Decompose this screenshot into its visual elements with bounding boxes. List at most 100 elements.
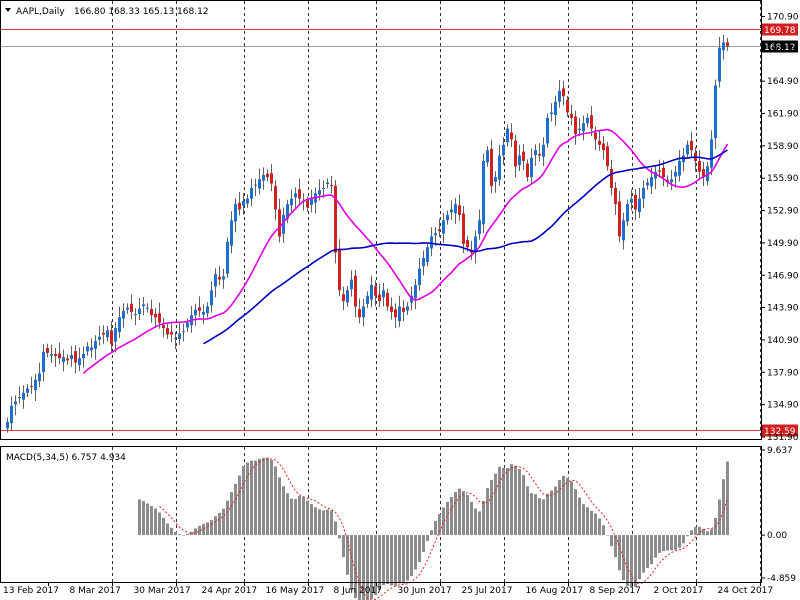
macd-bar	[674, 535, 677, 550]
macd-bar	[270, 459, 273, 536]
macd-frame	[0, 446, 762, 583]
candle-body	[14, 401, 17, 405]
ma-slow-line	[203, 149, 728, 345]
candle-body	[218, 276, 221, 280]
candle-body	[374, 286, 377, 296]
macd-bar	[646, 535, 649, 568]
macd-bar	[594, 513, 597, 536]
macd-bar	[706, 531, 709, 536]
y-tick-label: 131.90	[767, 433, 799, 443]
candle-body	[558, 90, 561, 102]
candle-body	[350, 279, 353, 290]
macd-bar	[318, 509, 321, 536]
macd-bar	[450, 497, 453, 536]
macd-bar	[490, 480, 493, 536]
macd-bar	[538, 497, 541, 536]
triangle-down-icon[interactable]	[5, 8, 11, 12]
macd-bar	[486, 488, 489, 536]
macd-bar	[278, 477, 281, 536]
candle-body	[458, 205, 461, 215]
macd-bar	[482, 500, 485, 536]
candle-body	[114, 328, 117, 342]
macd-bar	[686, 535, 689, 537]
macd-bar	[690, 530, 693, 536]
candle-body	[602, 143, 605, 151]
macd-bar	[530, 493, 533, 536]
candle-body	[542, 144, 545, 157]
candle-body	[242, 200, 245, 206]
candle-body	[386, 292, 389, 307]
candle-body	[122, 310, 125, 319]
macd-bar	[438, 514, 441, 536]
candle-body	[506, 128, 509, 143]
macd-bar	[650, 535, 653, 565]
candle-body	[158, 313, 161, 323]
candle-body	[270, 173, 273, 184]
macd-bar	[154, 508, 157, 536]
y-tick-label: 146.90	[767, 271, 799, 281]
candle-body	[254, 184, 257, 186]
symbol-label: AAPL,Daily	[16, 7, 65, 17]
candle-body	[82, 353, 85, 359]
macd-bar	[354, 535, 357, 599]
candle-body	[50, 353, 53, 356]
candle-body	[630, 198, 633, 203]
chart-header: AAPL,Daily 166.80 168.33 165.13 168.12	[5, 7, 209, 17]
y-tick-label: 140.90	[767, 336, 799, 346]
grid-lines	[112, 1, 761, 582]
candle-body	[238, 202, 241, 210]
candle-body	[86, 346, 89, 352]
candle-body	[266, 173, 269, 178]
price-level-box	[762, 424, 798, 437]
macd-bar	[570, 481, 573, 536]
macd-bar	[722, 479, 725, 536]
candle-body	[118, 317, 121, 332]
macd-bar	[374, 535, 377, 596]
macd-bar	[238, 475, 241, 536]
candle-body	[398, 306, 401, 322]
macd-bar	[290, 498, 293, 536]
macd-bar	[386, 535, 389, 585]
macd-bar	[430, 530, 433, 536]
candle-body	[366, 295, 369, 304]
candle-body	[378, 294, 381, 302]
x-tick-label: 24 Apr 2017	[202, 586, 258, 596]
macd-bar	[658, 535, 661, 553]
macd-bar	[406, 535, 409, 581]
macd-bar	[434, 520, 437, 536]
candle-body	[678, 160, 681, 176]
macd-bar	[418, 535, 421, 563]
candle-body	[482, 160, 485, 225]
candle-body	[622, 220, 625, 241]
candle-body	[674, 171, 677, 177]
candle-body	[330, 185, 333, 187]
macd-bar	[698, 526, 701, 536]
macd-bar	[250, 460, 253, 536]
candle-body	[146, 307, 149, 309]
candle-body	[706, 166, 709, 182]
candle-body	[434, 233, 437, 236]
price-level-label: 132.59	[764, 427, 796, 437]
candle-body	[130, 303, 133, 312]
macd-bar	[678, 535, 681, 548]
candle-body	[334, 185, 337, 253]
y-tick-label: 158.90	[767, 142, 799, 152]
candle-body	[66, 358, 69, 361]
macd-bar	[162, 517, 165, 536]
macd-bar	[638, 535, 641, 580]
candle-body	[230, 220, 233, 246]
candle-body	[510, 132, 513, 140]
macd-bar	[234, 483, 237, 536]
candle-body	[346, 290, 349, 303]
moving-averages	[82, 128, 729, 374]
candle-body	[58, 353, 61, 359]
candle-body	[298, 189, 301, 199]
macd-bar	[142, 501, 145, 536]
macd-bar	[382, 535, 385, 586]
candle-body	[34, 379, 37, 391]
x-tick-label: 30 Jun 2017	[398, 586, 452, 596]
macd-bar	[454, 491, 457, 536]
candle-body	[686, 144, 689, 155]
